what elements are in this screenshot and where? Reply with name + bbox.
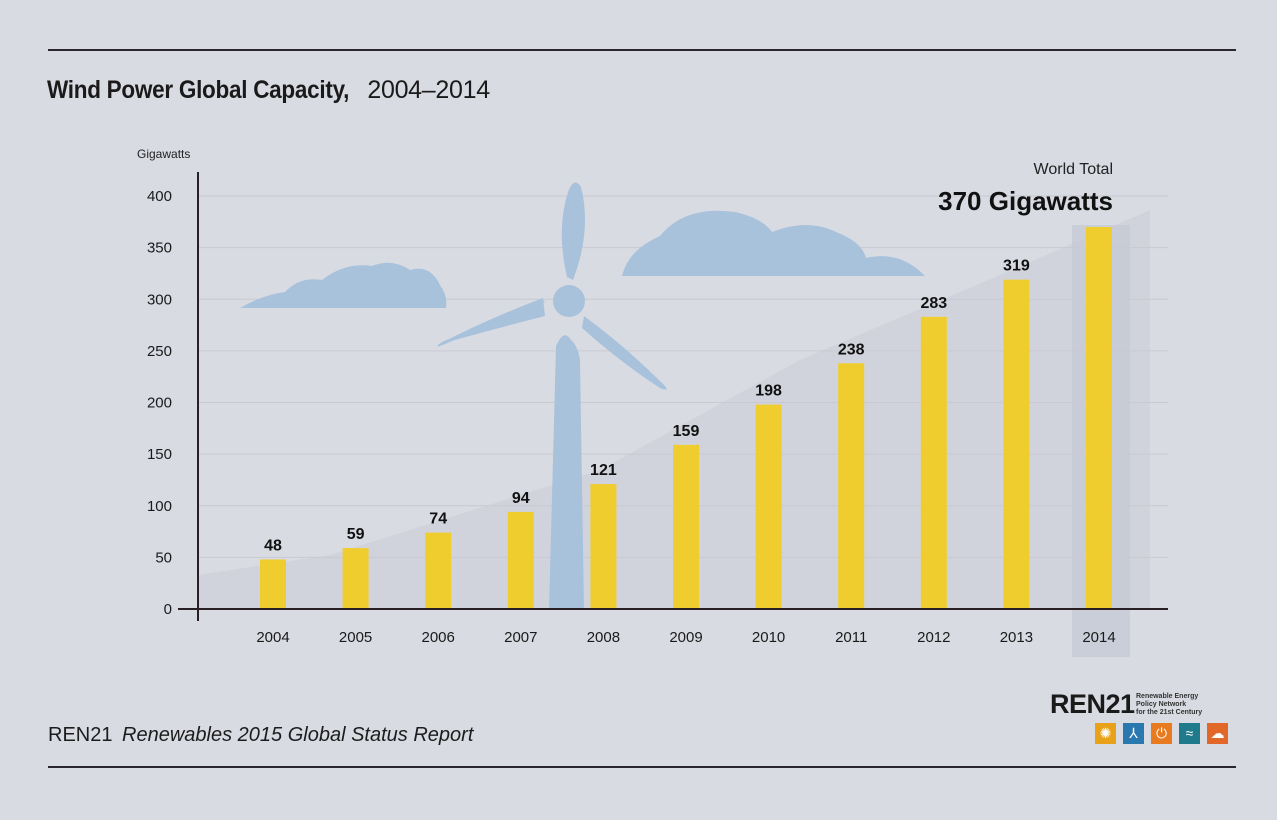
- logo-tagline-line: for the 21st Century: [1136, 709, 1203, 716]
- y-tick-label-200: 200: [147, 395, 172, 412]
- data-label-2011: 238: [838, 341, 865, 358]
- bar-2013: [1003, 279, 1030, 609]
- y-tick-label-0: 0: [164, 601, 172, 618]
- data-label-2005: 59: [347, 526, 365, 543]
- bar-2010: [755, 404, 782, 609]
- data-label-2007: 94: [512, 490, 530, 507]
- logo-wordmark-prefix: REN: [1050, 689, 1106, 719]
- y-tick-label-400: 400: [147, 188, 172, 205]
- cloud-small-illustration: [240, 262, 447, 308]
- bar-2014: [1086, 226, 1112, 609]
- data-label-2012: 283: [920, 295, 947, 312]
- data-label-2004: 48: [264, 537, 282, 554]
- x-tick-label-2004: 2004: [256, 629, 289, 646]
- chart-title-years: 2004–2014: [367, 76, 490, 104]
- x-tick-label-2008: 2008: [587, 629, 620, 646]
- logo-tagline-line: Renewable Energy: [1136, 693, 1199, 700]
- water-waves-icon: ≈: [1179, 723, 1200, 744]
- ren21-logo: REN21 Renewable Energy Policy Network fo…: [1050, 689, 1235, 747]
- data-label-2013: 319: [1003, 258, 1030, 275]
- bar-2007: [507, 511, 534, 609]
- chart-title: Wind Power Global Capacity, 2004–2014: [47, 76, 490, 105]
- source-citation: REN21 Renewables 2015 Global Status Repo…: [48, 724, 473, 747]
- wind-turbine-icon: ⅄: [1123, 723, 1144, 744]
- logo-wordmark-number: 21: [1105, 689, 1136, 719]
- world-total-value: 370 Gigawatts: [938, 186, 1113, 216]
- wind-turbine-blade: [561, 182, 586, 280]
- y-tick-label-100: 100: [147, 498, 172, 515]
- y-tick-label-350: 350: [147, 240, 172, 257]
- tree-icon: ☁: [1207, 723, 1228, 744]
- bar-2011: [838, 363, 865, 609]
- y-axis-unit-label: Gigawatts: [137, 147, 190, 161]
- y-tick-label-150: 150: [147, 446, 172, 463]
- logo-tagline-line: Policy Network: [1136, 701, 1187, 708]
- logo-tagline: Renewable Energy Policy Network for the …: [1136, 693, 1236, 717]
- x-tick-label-2011: 2011: [835, 629, 867, 646]
- world-total-label: World Total: [1034, 161, 1113, 178]
- bar-2012: [920, 316, 947, 609]
- x-tick-label-2006: 2006: [422, 629, 455, 646]
- y-tick-label-50: 50: [155, 549, 172, 566]
- y-tick-label-250: 250: [147, 343, 172, 360]
- x-tick-label-2012: 2012: [917, 629, 950, 646]
- chart-title-bold: Wind Power Global Capacity,: [47, 76, 350, 104]
- power-icon: ⏻: [1151, 723, 1172, 744]
- x-tick-label-2013: 2013: [1000, 629, 1033, 646]
- data-label-2009: 159: [673, 423, 700, 440]
- data-label-2006: 74: [429, 511, 447, 528]
- bottom-rule: [48, 766, 1236, 768]
- source-report: Renewables 2015 Global Status Report: [122, 724, 474, 746]
- wind-turbine-blade: [582, 316, 667, 390]
- wind-turbine-blade: [437, 298, 545, 347]
- top-rule: [48, 49, 1236, 51]
- bar-2008: [590, 484, 617, 609]
- bar-2006: [425, 532, 452, 609]
- source-publisher: REN21: [48, 724, 113, 746]
- bar-2004: [260, 559, 286, 609]
- sun-icon: ✺: [1095, 723, 1116, 744]
- background-trend-area: [198, 210, 1150, 609]
- data-label-2008: 121: [590, 462, 617, 479]
- cloud-large-illustration: [622, 210, 925, 276]
- wind-turbine-hub: [553, 285, 585, 317]
- y-tick-label-300: 300: [147, 291, 172, 308]
- x-tick-label-2014: 2014: [1082, 629, 1115, 646]
- x-tick-label-2007: 2007: [504, 629, 537, 646]
- x-tick-label-2010: 2010: [752, 629, 785, 646]
- wind-turbine-tower: [549, 335, 584, 609]
- bar-2009: [673, 444, 699, 609]
- x-tick-label-2009: 2009: [669, 629, 702, 646]
- bar-2005: [342, 548, 369, 609]
- data-label-2010: 198: [755, 383, 782, 400]
- logo-wordmark: REN21: [1050, 689, 1135, 720]
- x-tick-label-2005: 2005: [339, 629, 372, 646]
